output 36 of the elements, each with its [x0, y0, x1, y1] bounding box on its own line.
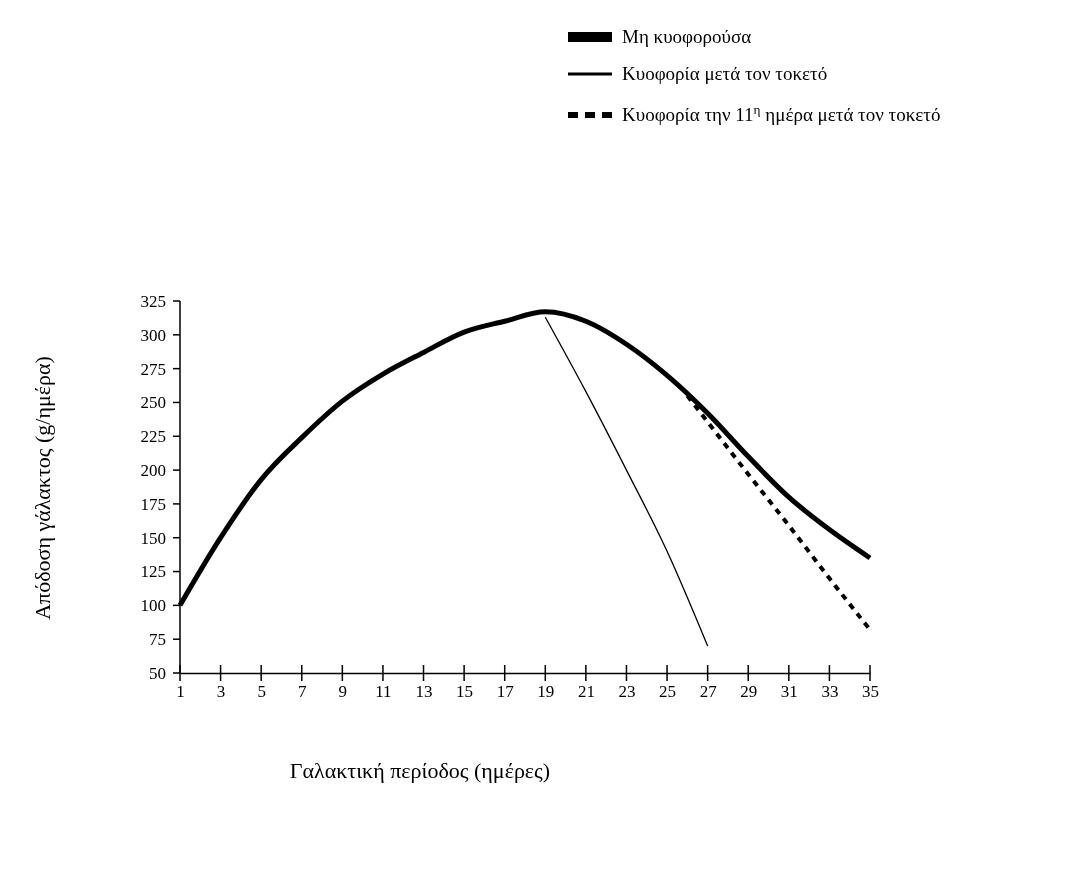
x-tick-label: 27 [699, 682, 718, 702]
y-tick-label: 175 [140, 494, 166, 514]
y-tick-label: 250 [140, 393, 166, 413]
y-tick-label: 125 [140, 562, 166, 582]
y-tick-label: 275 [140, 359, 166, 379]
y-axis-title: Απόδοση γάλακτος (g/ημέρα) [30, 356, 55, 620]
y-tick-label: 75 [149, 630, 166, 650]
y-tick-label: 325 [140, 291, 166, 311]
x-tick-label: 17 [496, 682, 515, 702]
x-tick-label: 35 [862, 682, 879, 702]
y-tick-label: 150 [140, 528, 166, 548]
y-tick-label: 225 [140, 427, 166, 447]
x-tick-label: 15 [456, 682, 474, 702]
x-tick-label: 9 [338, 682, 348, 702]
x-tick-label: 33 [821, 682, 839, 702]
x-tick-label: 1 [176, 682, 185, 702]
x-tick-label: 29 [740, 682, 758, 702]
x-tick-label: 23 [618, 682, 636, 702]
x-axis-title: Γαλακτική περίοδος (ημέρες) [289, 758, 551, 783]
y-tick-label: 100 [140, 596, 166, 616]
line-series [544, 316, 709, 647]
legend-label: Κυοφορία την 11$^{η}$ ημέρα μετά τον τοκετό [622, 101, 941, 125]
x-tick-label: 5 [257, 682, 266, 702]
y-tick-label: 300 [140, 325, 166, 345]
y-tick-label: 200 [140, 461, 166, 481]
legend-label: Μη κυοφορούσα [622, 26, 752, 47]
x-tick-label: 19 [537, 682, 555, 702]
x-tick-label: 21 [577, 682, 595, 702]
x-tick-label: 7 [298, 682, 308, 702]
y-tick-label: 50 [149, 663, 166, 683]
x-tick-label: 25 [659, 682, 677, 702]
x-tick-label: 3 [216, 682, 226, 702]
legend-label: Κυοφορία μετά τον τοκετό [622, 63, 828, 84]
x-tick-label: 13 [415, 682, 433, 702]
x-tick-label: 11 [375, 682, 392, 702]
x-tick-label: 31 [780, 682, 798, 702]
